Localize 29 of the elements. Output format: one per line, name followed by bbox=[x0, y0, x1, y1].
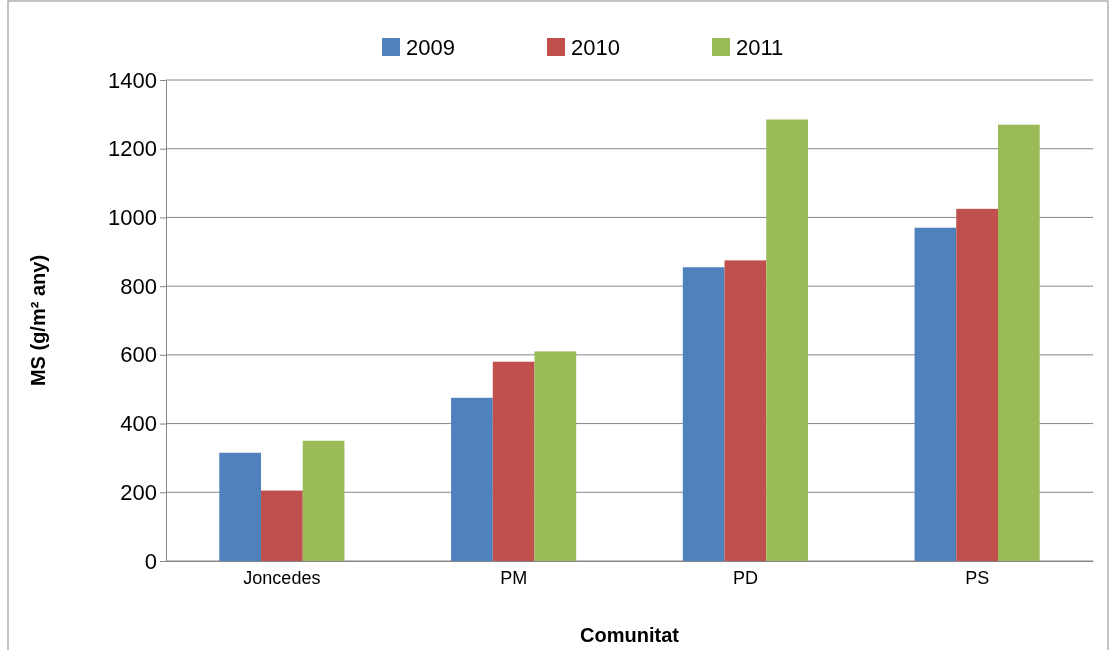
bar bbox=[956, 208, 998, 561]
x-axis-title: Comunitat bbox=[580, 624, 680, 646]
bar bbox=[302, 440, 345, 561]
x-tick-label: PD bbox=[732, 567, 758, 588]
y-tick-label: 200 bbox=[120, 479, 157, 505]
bar bbox=[997, 124, 1040, 561]
bar bbox=[766, 119, 808, 561]
x-tick-label: PS bbox=[965, 567, 990, 588]
y-tick-label: 600 bbox=[120, 342, 157, 368]
x-tick-label: Joncedes bbox=[243, 567, 321, 588]
x-tick-label: PM bbox=[500, 567, 528, 588]
y-tick-label: 0 bbox=[144, 548, 157, 574]
y-tick-label: 800 bbox=[120, 273, 157, 299]
bar bbox=[219, 452, 262, 561]
bar bbox=[682, 267, 725, 561]
bar bbox=[492, 361, 535, 561]
y-tick-label: 1200 bbox=[108, 136, 157, 162]
legend-label: 2009 bbox=[406, 35, 455, 60]
legend-label: 2011 bbox=[736, 35, 784, 60]
legend-label: 2010 bbox=[571, 35, 620, 60]
bar bbox=[724, 260, 767, 561]
bar bbox=[451, 397, 493, 561]
bar bbox=[914, 227, 957, 561]
y-axis-title: MS (g/m² any) bbox=[27, 254, 49, 387]
bar bbox=[534, 351, 577, 561]
y-tick-label: 1400 bbox=[108, 67, 157, 93]
y-tick-label: 1000 bbox=[108, 204, 157, 230]
y-tick-label: 400 bbox=[120, 411, 157, 437]
bar bbox=[261, 490, 303, 561]
